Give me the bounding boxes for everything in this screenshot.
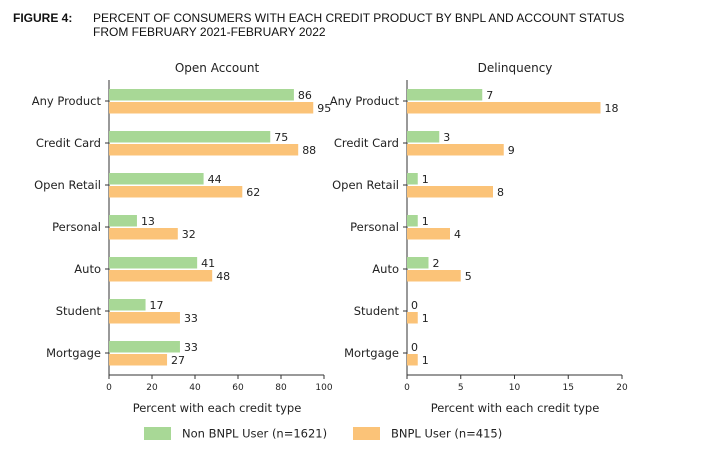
open-account-bnpl-bar (109, 270, 213, 282)
delinquency-x-axis-label: Percent with each credit type (431, 401, 600, 415)
delinquency-category-label: Any Product (330, 94, 400, 108)
delinquency-category-label: Auto (372, 262, 399, 276)
delinquency-non-bnpl-value-label: 2 (433, 257, 440, 270)
open-account-non-bnpl-value-label: 75 (274, 131, 288, 144)
figure-label: FIGURE 4: (13, 11, 73, 25)
open-account-non-bnpl-value-label: 44 (208, 173, 222, 186)
open-account-non-bnpl-value-label: 17 (150, 299, 164, 312)
open-account-bnpl-bar (109, 228, 178, 240)
open-account-non-bnpl-bar (109, 173, 204, 185)
open-account-bnpl-bar (109, 354, 168, 366)
open-account-bnpl-bar (109, 102, 314, 114)
open-account-non-bnpl-bar (109, 341, 180, 353)
open-account-bnpl-bar (109, 144, 299, 156)
delinquency-bnpl-bar (407, 102, 601, 114)
open-account-category-label: Credit Card (36, 136, 101, 150)
open-account-bnpl-value-label: 32 (182, 228, 196, 241)
open-account-non-bnpl-bar (109, 299, 146, 311)
open-account-x-tick-label: 0 (106, 383, 112, 393)
delinquency-non-bnpl-bar (407, 257, 429, 269)
legend-bnpl-label: BNPL User (n=415) (391, 427, 502, 441)
delinquency-non-bnpl-value-label: 0 (411, 299, 418, 312)
open-account-bnpl-value-label: 95 (317, 102, 331, 115)
open-account-panel-title: Open Account (175, 61, 260, 75)
delinquency-non-bnpl-bar (407, 131, 440, 143)
open-account-bnpl-value-label: 33 (184, 312, 198, 325)
open-account-non-bnpl-value-label: 13 (141, 215, 155, 228)
delinquency-bnpl-bar (407, 186, 493, 198)
open-account-non-bnpl-value-label: 86 (298, 89, 312, 102)
delinquency-x-tick-label: 10 (509, 383, 521, 393)
open-account-x-tick-label: 40 (189, 383, 201, 393)
delinquency-x-tick-label: 20 (616, 383, 628, 393)
open-account-non-bnpl-value-label: 33 (184, 341, 198, 354)
delinquency-bnpl-value-label: 4 (454, 228, 461, 241)
delinquency-bnpl-bar (407, 354, 418, 366)
delinquency-non-bnpl-bar (407, 89, 483, 101)
open-account-x-tick-label: 60 (232, 383, 244, 393)
delinquency-x-tick-label: 15 (563, 383, 574, 393)
legend-bnpl-swatch (353, 427, 380, 440)
delinquency-x-tick-label: 5 (458, 383, 464, 393)
open-account-x-tick-label: 80 (275, 383, 287, 393)
delinquency-non-bnpl-value-label: 3 (443, 131, 450, 144)
legend-non-bnpl-label: Non BNPL User (n=1621) (182, 427, 327, 441)
open-account-category-label: Auto (74, 262, 101, 276)
open-account-bnpl-bar (109, 186, 243, 198)
delinquency-bnpl-bar (407, 144, 504, 156)
delinquency-non-bnpl-bar (407, 215, 418, 227)
delinquency-non-bnpl-value-label: 7 (486, 89, 493, 102)
delinquency-non-bnpl-value-label: 0 (411, 341, 418, 354)
delinquency-bnpl-value-label: 1 (422, 312, 429, 325)
open-account-bnpl-bar (109, 312, 180, 324)
delinquency-non-bnpl-bar (407, 173, 418, 185)
figure-title-line-2: FROM FEBRUARY 2021-FEBRUARY 2022 (93, 25, 326, 39)
delinquency-category-label: Credit Card (334, 136, 399, 150)
delinquency-non-bnpl-value-label: 1 (422, 173, 429, 186)
open-account-category-label: Student (56, 304, 102, 318)
delinquency-bnpl-bar (407, 312, 418, 324)
delinquency-bnpl-value-label: 8 (497, 186, 504, 199)
delinquency-bnpl-value-label: 1 (422, 354, 429, 367)
open-account-non-bnpl-bar (109, 215, 137, 227)
legend-non-bnpl-swatch (144, 427, 171, 440)
delinquency-category-label: Personal (350, 220, 399, 234)
open-account-x-tick-label: 100 (315, 383, 332, 393)
open-account-non-bnpl-value-label: 41 (201, 257, 215, 270)
open-account-x-tick-label: 20 (146, 383, 158, 393)
open-account-bnpl-value-label: 62 (246, 186, 260, 199)
delinquency-category-label: Mortgage (344, 346, 399, 360)
open-account-bnpl-value-label: 27 (171, 354, 185, 367)
delinquency-bnpl-value-label: 5 (465, 270, 472, 283)
open-account-non-bnpl-bar (109, 89, 294, 101)
delinquency-category-label: Open Retail (332, 178, 399, 192)
delinquency-non-bnpl-value-label: 1 (422, 215, 429, 228)
delinquency-bnpl-bar (407, 228, 450, 240)
open-account-bnpl-value-label: 88 (302, 144, 316, 157)
open-account-bnpl-value-label: 48 (216, 270, 230, 283)
open-account-category-label: Open Retail (34, 178, 101, 192)
delinquency-panel-title: Delinquency (478, 61, 553, 75)
delinquency-bnpl-bar (407, 270, 461, 282)
open-account-non-bnpl-bar (109, 257, 198, 269)
delinquency-bnpl-value-label: 18 (605, 102, 619, 115)
delinquency-category-label: Student (354, 304, 400, 318)
open-account-category-label: Mortgage (46, 346, 101, 360)
open-account-category-label: Personal (52, 220, 101, 234)
open-account-non-bnpl-bar (109, 131, 271, 143)
open-account-x-axis-label: Percent with each credit type (133, 401, 302, 415)
figure-title-line-1: PERCENT OF CONSUMERS WITH EACH CREDIT PR… (93, 11, 625, 25)
open-account-category-label: Any Product (32, 94, 102, 108)
delinquency-bnpl-value-label: 9 (508, 144, 515, 157)
delinquency-x-tick-label: 0 (404, 383, 410, 393)
